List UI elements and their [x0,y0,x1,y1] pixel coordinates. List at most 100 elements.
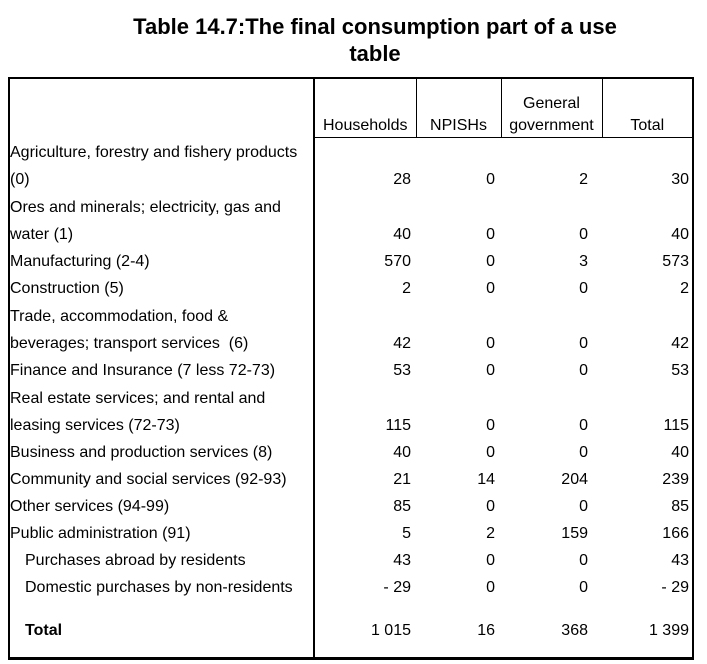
value-cell: 21 [393,471,411,488]
value-cell: 204 [561,471,588,488]
row-label-line: Manufacturing (2-4) [10,253,150,270]
value-cell: 0 [486,171,495,188]
value-cell: 5 [402,525,411,542]
value-cell: 0 [579,362,588,379]
value-cell: - 29 [383,579,411,596]
value-cell: 2 [579,171,588,188]
row-label-line: water (1) [10,226,74,243]
column-header-general-government: General government [500,78,602,138]
table-row: Business and production services (8) 40 0 0… [9,439,693,466]
table-row: Other services (94-99) 85 0 0 85 [9,493,693,520]
value-cell: 239 [662,471,689,488]
table-row: Manufacturing (2-4) 570 0 3 573 [9,248,693,275]
row-label: Community and social services (92-93) [9,466,315,493]
table-row: Total 1 015 16 368 1 399 [9,601,693,659]
value-cell: 0 [579,417,588,434]
corner-header-cell [9,78,315,138]
column-header-households: Households [314,78,416,138]
value-cell: 368 [561,622,588,639]
page-title-line-1: Table 14.7:The final consumption part of… [133,14,617,39]
row-label: Business and production services (8) [9,439,315,466]
row-label-line: Trade, accommodation, food & [10,308,229,325]
value-cell: 28 [393,171,411,188]
column-header-total: Total [601,78,693,138]
row-label-line: (0) [10,171,30,188]
value-cell: 0 [486,335,495,352]
row-label-line: Real estate services; and rental and [10,390,266,407]
row-label: Finance and Insurance (7 less 72-73) [9,357,315,384]
row-label-line: Finance and Insurance (7 less 72-73) [10,362,276,379]
value-cell: 0 [486,552,495,569]
value-cell: 115 [663,417,689,434]
row-label-line: Purchases abroad by residents [25,552,246,569]
column-header-label: Households [323,117,408,134]
row-label-line: Ores and minerals; electricity, gas and [10,199,281,216]
row-label-line: Public administration (91) [10,525,191,542]
value-cell: 1 015 [370,622,411,639]
table-row: Trade, accommodation, food & beverages; t… [9,302,693,357]
value-cell: 0 [579,498,588,515]
column-header-label: Total [630,117,665,134]
value-cell: 40 [671,444,689,461]
value-cell: 42 [393,335,411,352]
final-consumption-table: Households NPISHs General government Tot… [8,77,694,660]
row-label: Purchases abroad by residents [9,547,315,574]
value-cell: - 29 [661,579,689,596]
row-label: Trade, accommodation, food & beverages; t… [9,302,315,357]
row-label: Domestic purchases by non-residents [9,574,315,601]
value-cell: 0 [486,417,495,434]
column-header-npishs: NPISHs [415,78,501,138]
value-cell: 53 [671,362,689,379]
value-cell: 2 [486,525,495,542]
value-cell: 40 [393,226,411,243]
row-label-line: Agriculture, forestry and fishery produc… [10,144,298,161]
column-header-label: government [509,117,594,134]
row-label: Ores and minerals; electricity, gas and w… [9,193,315,248]
row-label-line: Construction (5) [10,280,124,297]
value-cell: 0 [579,335,588,352]
value-cell: 43 [393,552,411,569]
value-cell: 1 399 [648,622,689,639]
row-label: Public administration (91) [9,520,315,547]
table-row: Purchases abroad by residents 43 0 0 43 [9,547,693,574]
value-cell: 85 [393,498,411,515]
row-label-line: Community and social services (92-93) [10,471,287,488]
value-cell: 0 [579,280,588,297]
value-cell: 0 [486,579,495,596]
table-row: Finance and Insurance (7 less 72-73) 53 0 0… [9,357,693,384]
row-label-line: Business and production services (8) [10,444,273,461]
value-cell: 166 [662,525,689,542]
table-header: Households NPISHs General government Tot… [9,78,693,138]
column-header-label: NPISHs [430,117,487,134]
header-row: Households NPISHs General government Tot… [9,78,693,138]
value-cell: 85 [671,498,689,515]
row-label: Construction (5) [9,275,315,302]
table-row: Real estate services; and rental and leas… [9,384,693,439]
value-cell: 570 [384,253,411,270]
table-row: Construction (5) 2 0 0 2 [9,275,693,302]
column-header-label: General [523,95,580,112]
row-label: Agriculture, forestry and fishery produc… [9,137,315,193]
value-cell: 0 [579,579,588,596]
table-row: Domestic purchases by non-residents - 29 0… [9,574,693,601]
page-title: Table 14.7:The final consumption part of… [50,0,700,67]
value-cell: 3 [579,253,588,270]
table-row: Agriculture, forestry and fishery produc… [9,137,693,193]
value-cell: 0 [486,498,495,515]
row-label-line: Domestic purchases by non-residents [25,579,293,596]
value-cell: 0 [486,253,495,270]
value-cell: 0 [486,280,495,297]
table-row: Public administration (91) 5 2 159 166 [9,520,693,547]
value-cell: 159 [561,525,588,542]
row-label: Real estate services; and rental and leas… [9,384,315,439]
table-row: Community and social services (92-93) 21 1… [9,466,693,493]
row-label: Manufacturing (2-4) [9,248,315,275]
value-cell: 53 [393,362,411,379]
value-cell: 0 [486,444,495,461]
value-cell: 40 [393,444,411,461]
value-cell: 115 [385,417,411,434]
value-cell: 0 [579,444,588,461]
value-cell: 0 [486,362,495,379]
value-cell: 14 [477,471,495,488]
value-cell: 0 [579,226,588,243]
